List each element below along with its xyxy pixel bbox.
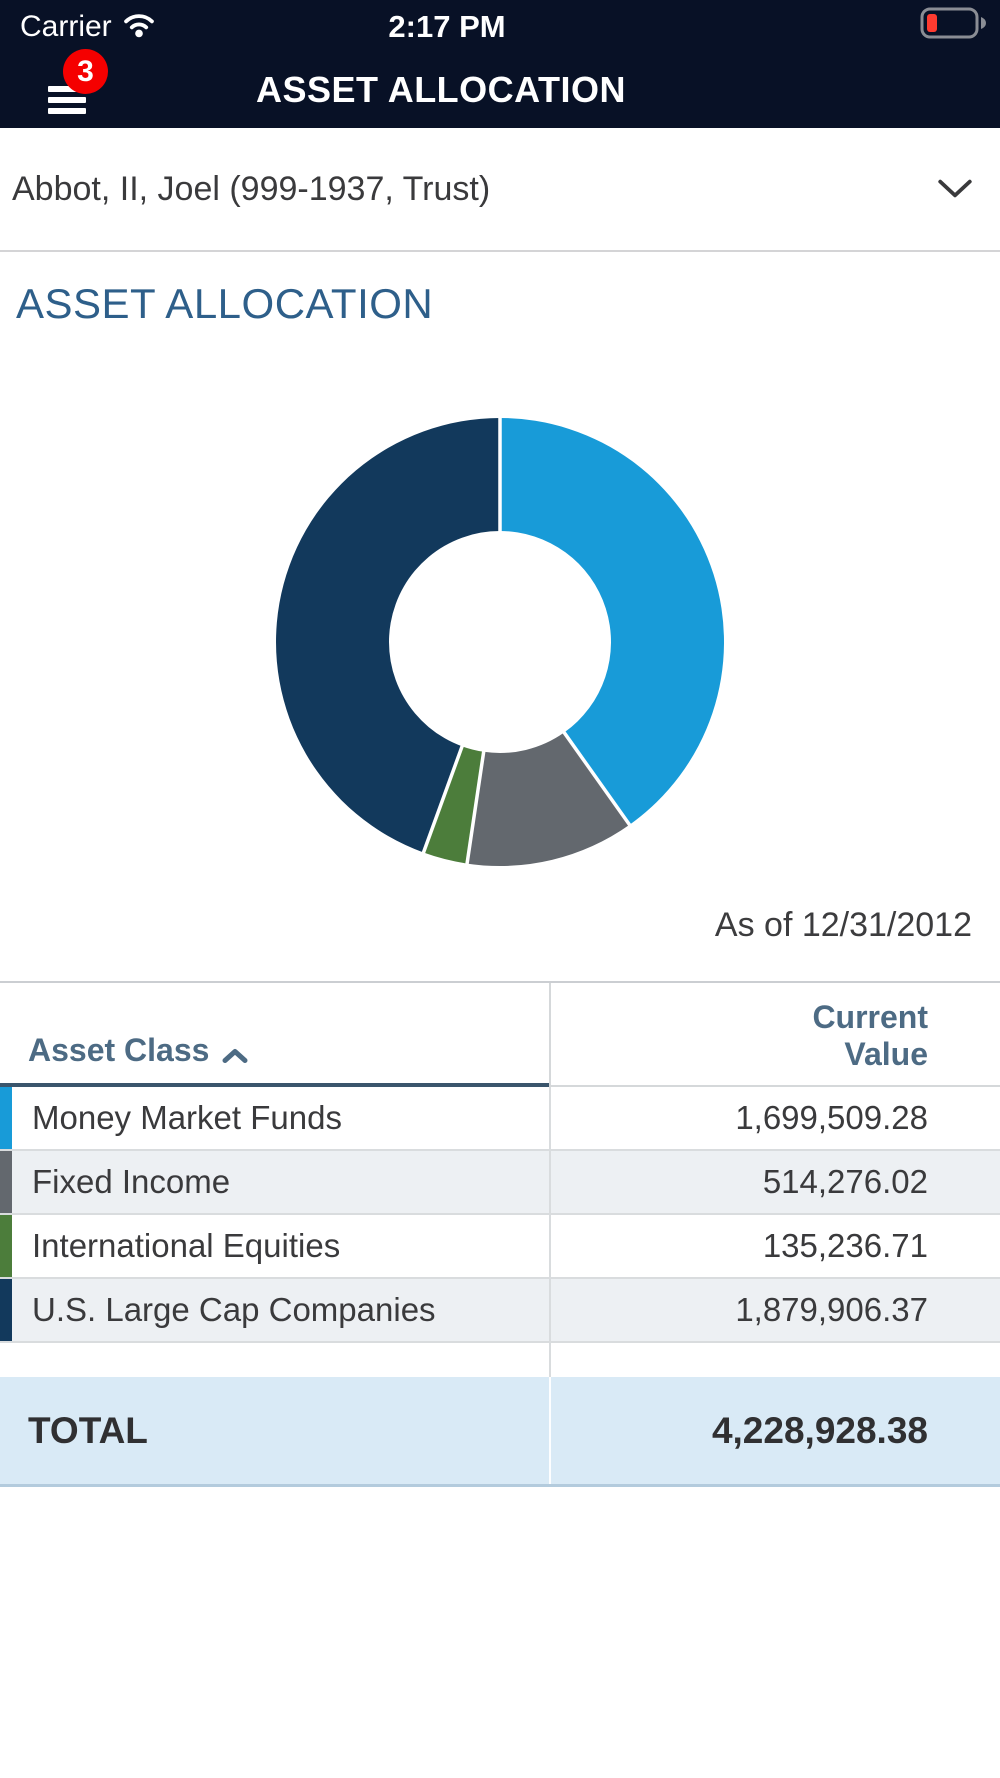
battery-icon [920,5,988,46]
hamburger-bar [48,97,86,103]
wifi-icon [121,11,157,44]
hamburger-menu-button[interactable] [48,86,86,114]
carrier-group: Carrier [20,10,157,44]
table-row: Fixed Income 514,276.02 [0,1151,1000,1215]
hamburger-bar [48,86,86,92]
notification-badge: 3 [63,49,108,94]
caret-up-icon [221,1047,249,1065]
account-selector[interactable]: Abbot, II, Joel (999-1937, Trust) [0,128,1000,252]
table-gap-row [0,1343,1000,1377]
table-header-row: Asset Class Current Value [0,983,1000,1087]
donut-segment-0 [500,418,725,825]
page-title: ASSET ALLOCATION [256,69,626,110]
current-value-cell: 1,699,509.28 [549,1087,1000,1149]
as-of-date: As of 12/31/2012 [714,906,972,944]
asset-class-cell: Fixed Income [32,1163,231,1200]
donut-segment-1 [467,732,630,867]
account-selector-label: Abbot, II, Joel (999-1937, Trust) [12,169,491,208]
donut-segment-2 [423,746,484,864]
chevron-down-icon [936,177,974,201]
row-color-bar [0,1151,12,1213]
current-value-header[interactable]: Current Value [549,983,1000,1087]
status-time: 2:17 PM [388,9,506,44]
row-color-bar [0,1087,12,1149]
hamburger-bar [48,108,86,114]
current-value-header-label: Current Value [812,999,928,1073]
top-bar: Carrier 2:17 PM 3 ASSET ALLOCATION [0,0,1000,128]
donut-chart [276,416,725,867]
donut-segment-3 [276,418,500,853]
row-color-bar [0,1279,12,1341]
total-value: 4,228,928.38 [549,1377,1000,1484]
current-value-cell: 514,276.02 [549,1151,1000,1213]
asset-allocation-table: Asset Class Current Value Money Market F… [0,981,1000,1487]
total-row: TOTAL 4,228,928.38 [0,1377,1000,1487]
asset-class-cell: International Equities [32,1227,341,1264]
row-color-bar [0,1215,12,1277]
asset-class-cell: Money Market Funds [32,1099,342,1136]
section-title: ASSET ALLOCATION [16,280,434,327]
table-row: U.S. Large Cap Companies 1,879,906.37 [0,1279,1000,1343]
asset-class-header-label: Asset Class [28,1032,210,1068]
table-row: International Equities 135,236.71 [0,1215,1000,1279]
current-value-cell: 1,879,906.37 [549,1279,1000,1341]
donut-separator [421,743,465,856]
asset-class-header[interactable]: Asset Class [0,983,549,1087]
table-row: Money Market Funds 1,699,509.28 [0,1087,1000,1151]
donut-separator [465,749,486,866]
donut-separator [561,729,633,828]
current-value-cell: 135,236.71 [549,1215,1000,1277]
asset-class-cell: U.S. Large Cap Companies [32,1291,436,1328]
total-label: TOTAL [28,1409,148,1451]
carrier-label: Carrier [20,10,112,43]
